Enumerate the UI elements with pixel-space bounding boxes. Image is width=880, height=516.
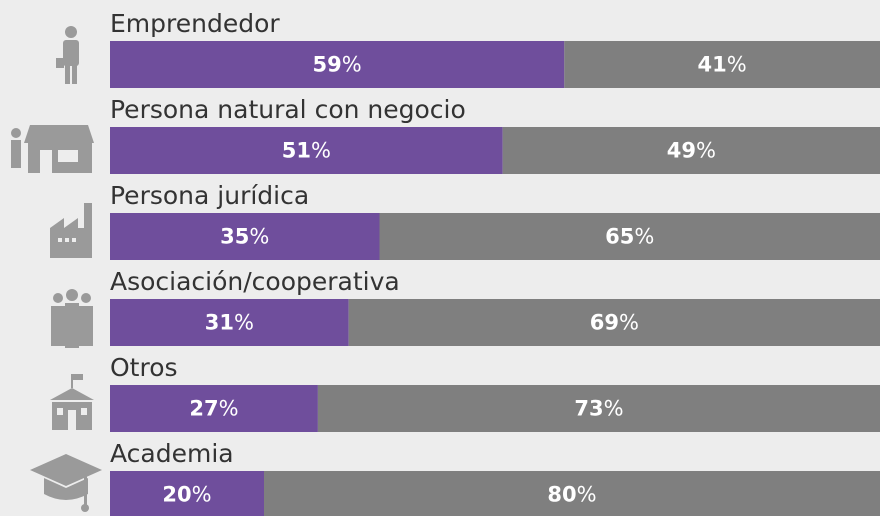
category-label: Persona jurídica xyxy=(110,181,309,210)
value-label: 31% xyxy=(205,311,254,335)
bar-segment xyxy=(317,385,880,432)
category-label: Academia xyxy=(110,439,234,468)
icon-academy xyxy=(30,454,102,512)
bar-segment xyxy=(110,41,565,88)
category-label: Persona natural con negocio xyxy=(110,95,466,124)
bar-segment xyxy=(110,471,264,516)
value-label: 20% xyxy=(162,483,211,507)
bar-segment xyxy=(348,299,880,346)
bar-segment xyxy=(110,213,380,260)
bar-segment xyxy=(110,385,318,432)
value-label: 73% xyxy=(574,397,623,421)
value-label: 51% xyxy=(282,139,331,163)
icon-entrepreneur xyxy=(56,26,79,84)
bar-segment xyxy=(264,471,880,516)
value-label: 59% xyxy=(313,53,362,77)
category-label: Otros xyxy=(110,353,178,382)
icons xyxy=(11,26,102,512)
value-label: 65% xyxy=(605,225,654,249)
value-label: 27% xyxy=(189,397,238,421)
value-label: 35% xyxy=(220,225,269,249)
icon-association xyxy=(51,289,93,348)
category-label: Asociación/cooperativa xyxy=(110,267,400,296)
bar-segment xyxy=(110,127,503,174)
icon-company xyxy=(50,203,92,258)
value-label: 69% xyxy=(590,311,639,335)
value-label: 49% xyxy=(667,139,716,163)
value-label: 80% xyxy=(547,483,596,507)
icon-institution xyxy=(50,374,94,430)
value-label: 41% xyxy=(698,53,747,77)
category-label: Emprendedor xyxy=(110,9,280,38)
bar-segment xyxy=(379,213,880,260)
bar-segment xyxy=(564,41,880,88)
icon-shop xyxy=(11,125,94,173)
bar-segment xyxy=(110,299,349,346)
bar-segment xyxy=(502,127,880,174)
